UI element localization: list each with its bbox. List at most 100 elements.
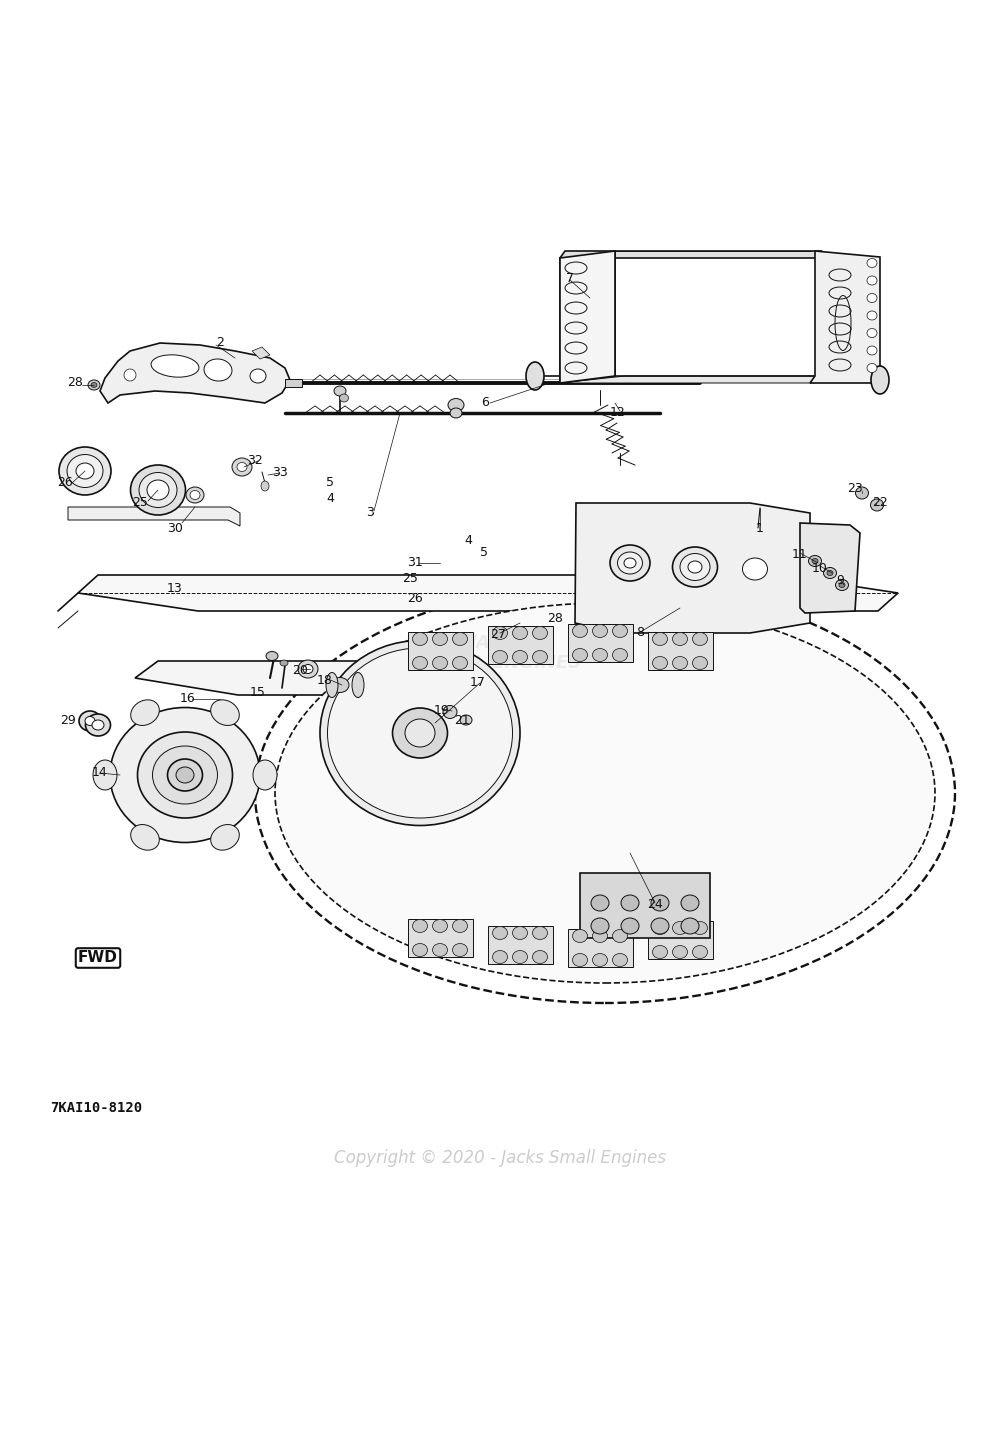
Ellipse shape (232, 458, 252, 476)
Ellipse shape (512, 950, 528, 963)
Polygon shape (68, 508, 240, 526)
Text: 22: 22 (872, 496, 888, 509)
Ellipse shape (413, 920, 428, 933)
Ellipse shape (672, 946, 688, 959)
Ellipse shape (110, 707, 260, 843)
Text: 26: 26 (57, 477, 73, 490)
Text: 24: 24 (647, 898, 663, 911)
Ellipse shape (413, 943, 428, 956)
Bar (568, 625, 633, 662)
Text: 28: 28 (67, 376, 83, 389)
Ellipse shape (672, 632, 688, 645)
Text: FWD: FWD (78, 950, 118, 966)
Polygon shape (560, 252, 822, 257)
Ellipse shape (452, 943, 468, 956)
Text: 31: 31 (407, 557, 423, 570)
Text: 1: 1 (756, 522, 764, 535)
Ellipse shape (405, 719, 435, 748)
Text: 30: 30 (167, 522, 183, 535)
Text: 28: 28 (547, 612, 563, 625)
Text: 5: 5 (480, 547, 488, 560)
Bar (488, 626, 552, 664)
Text: 7: 7 (566, 272, 574, 285)
Ellipse shape (280, 659, 288, 667)
Polygon shape (252, 347, 270, 359)
Text: 25: 25 (402, 571, 418, 584)
Ellipse shape (275, 603, 935, 983)
Text: 17: 17 (470, 677, 486, 690)
Bar (568, 928, 633, 967)
Polygon shape (560, 376, 880, 383)
Text: 15: 15 (250, 687, 266, 700)
Text: 2: 2 (216, 337, 224, 350)
Ellipse shape (652, 656, 668, 669)
Ellipse shape (432, 632, 448, 645)
Ellipse shape (340, 393, 349, 402)
Polygon shape (560, 252, 615, 383)
Text: 10: 10 (812, 561, 828, 574)
Ellipse shape (250, 369, 266, 383)
Ellipse shape (867, 328, 877, 337)
Ellipse shape (610, 545, 650, 581)
Text: 6: 6 (481, 396, 489, 409)
Ellipse shape (867, 294, 877, 302)
Ellipse shape (131, 824, 159, 850)
Ellipse shape (59, 447, 111, 495)
Ellipse shape (460, 714, 472, 724)
Ellipse shape (334, 386, 346, 396)
Ellipse shape (621, 895, 639, 911)
Text: 7KAI10-8120: 7KAI10-8120 (50, 1100, 142, 1115)
Ellipse shape (867, 346, 877, 356)
Ellipse shape (681, 918, 699, 934)
Ellipse shape (532, 651, 548, 664)
Ellipse shape (867, 276, 877, 285)
Ellipse shape (131, 700, 159, 726)
Ellipse shape (867, 363, 877, 373)
Text: 3: 3 (366, 506, 374, 519)
Ellipse shape (326, 672, 338, 697)
Text: 18: 18 (317, 674, 333, 687)
Polygon shape (78, 576, 898, 612)
Ellipse shape (130, 466, 186, 515)
Ellipse shape (139, 473, 177, 508)
Ellipse shape (176, 766, 194, 782)
Text: 8: 8 (636, 626, 644, 639)
Ellipse shape (413, 656, 428, 669)
Ellipse shape (871, 366, 889, 393)
Ellipse shape (572, 625, 588, 638)
Text: 20: 20 (292, 665, 308, 678)
Ellipse shape (261, 482, 269, 492)
Ellipse shape (152, 746, 218, 804)
Bar (488, 925, 552, 964)
Ellipse shape (392, 709, 448, 758)
Ellipse shape (672, 921, 688, 934)
Ellipse shape (76, 463, 94, 479)
Ellipse shape (298, 659, 318, 678)
Ellipse shape (168, 759, 202, 791)
Bar (408, 920, 473, 957)
Polygon shape (560, 253, 572, 383)
Ellipse shape (432, 943, 448, 956)
Text: 27: 27 (490, 629, 506, 642)
Ellipse shape (693, 921, 708, 934)
Ellipse shape (827, 571, 833, 576)
Ellipse shape (672, 547, 718, 587)
Ellipse shape (618, 552, 642, 574)
Ellipse shape (512, 651, 528, 664)
Text: 26: 26 (407, 591, 423, 604)
Ellipse shape (612, 648, 628, 661)
Ellipse shape (79, 711, 101, 732)
Ellipse shape (652, 632, 668, 645)
Text: 14: 14 (92, 766, 108, 779)
Ellipse shape (856, 487, 868, 499)
Ellipse shape (672, 656, 688, 669)
Bar (580, 873, 710, 938)
Ellipse shape (693, 946, 708, 959)
Ellipse shape (85, 717, 95, 726)
Ellipse shape (450, 408, 462, 418)
Text: Copyright © 2020 - Jacks Small Engines: Copyright © 2020 - Jacks Small Engines (334, 1150, 666, 1167)
Ellipse shape (693, 632, 708, 645)
Ellipse shape (532, 950, 548, 963)
Ellipse shape (432, 920, 448, 933)
Ellipse shape (320, 641, 520, 826)
